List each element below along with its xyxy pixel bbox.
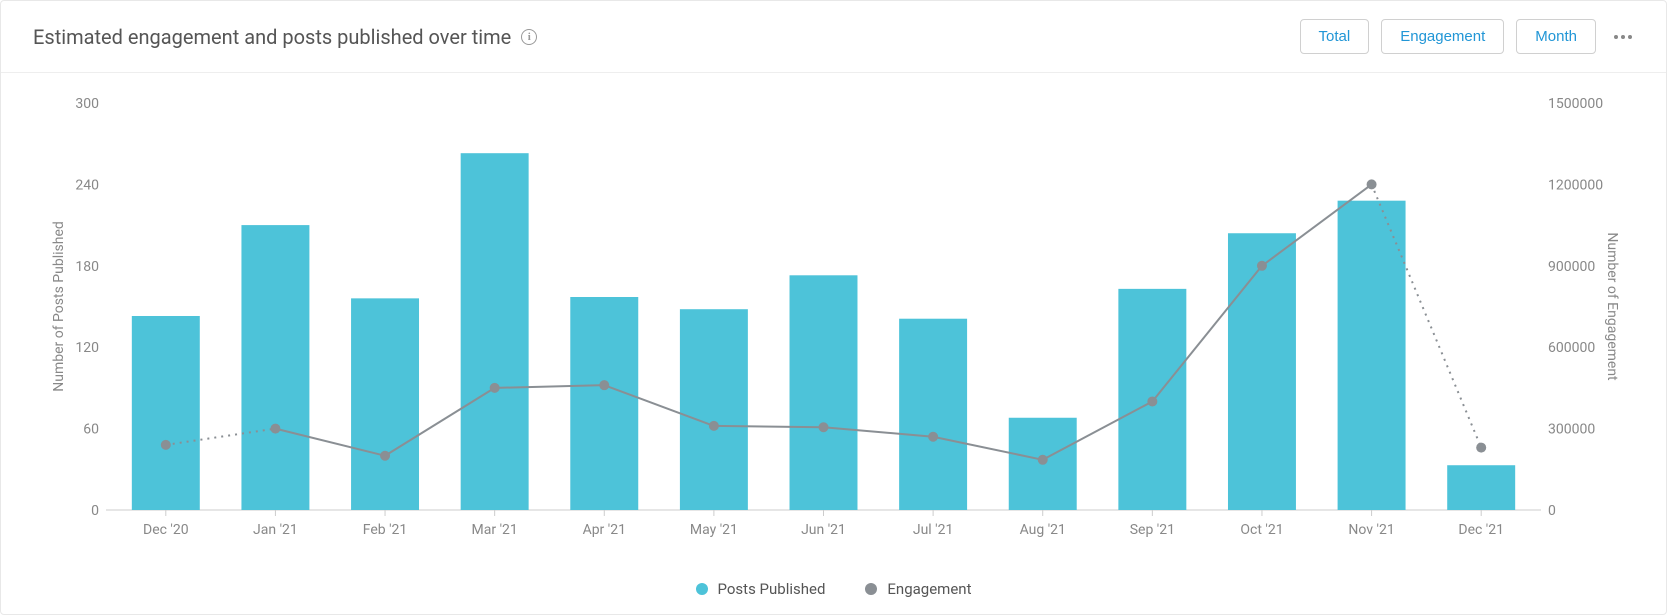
engagement-point <box>1367 179 1377 189</box>
bar <box>1228 233 1296 510</box>
chart-card: Estimated engagement and posts published… <box>0 0 1667 615</box>
svg-text:Jul '21: Jul '21 <box>913 522 954 538</box>
engagement-point <box>709 421 719 431</box>
bar <box>241 225 309 510</box>
legend-posts: Posts Published <box>696 580 826 598</box>
month-button[interactable]: Month <box>1516 19 1596 54</box>
svg-text:Oct '21: Oct '21 <box>1240 522 1283 538</box>
engagement-point <box>819 422 829 432</box>
svg-text:300000: 300000 <box>1548 422 1595 438</box>
svg-text:180: 180 <box>75 259 99 275</box>
info-icon[interactable]: i <box>521 29 537 45</box>
svg-text:900000: 900000 <box>1548 259 1595 275</box>
svg-text:600000: 600000 <box>1548 340 1595 356</box>
posts-swatch <box>696 583 708 595</box>
bar <box>132 316 200 510</box>
bar <box>461 153 529 510</box>
svg-text:300: 300 <box>75 96 99 112</box>
svg-text:Mar '21: Mar '21 <box>472 522 518 538</box>
svg-text:60: 60 <box>83 422 99 438</box>
svg-text:Jun '21: Jun '21 <box>801 522 846 538</box>
svg-text:1500000: 1500000 <box>1548 96 1603 112</box>
card-title: Estimated engagement and posts published… <box>33 25 511 49</box>
svg-text:Dec '20: Dec '20 <box>143 522 189 538</box>
svg-text:Aug '21: Aug '21 <box>1020 522 1066 538</box>
engagement-line <box>714 426 824 427</box>
engagement-point <box>270 424 280 434</box>
chart-area: 0 60 120 180 240 300 0 300000 600000 900000 120000… <box>1 73 1666 580</box>
engagement-swatch <box>865 583 877 595</box>
more-icon[interactable] <box>1608 35 1638 39</box>
card-header: Estimated engagement and posts published… <box>1 1 1666 73</box>
engagement-button[interactable]: Engagement <box>1381 19 1504 54</box>
bar <box>680 309 748 510</box>
title-wrap: Estimated engagement and posts published… <box>33 25 537 49</box>
bar <box>790 275 858 510</box>
svg-text:1200000: 1200000 <box>1548 177 1603 193</box>
chart-legend: Posts Published Engagement <box>1 580 1666 614</box>
svg-text:Nov '21: Nov '21 <box>1348 522 1394 538</box>
legend-posts-label: Posts Published <box>718 580 826 598</box>
svg-text:0: 0 <box>1548 503 1556 519</box>
svg-text:120: 120 <box>75 340 99 356</box>
engagement-point <box>1147 396 1157 406</box>
engagement-point <box>1038 455 1048 465</box>
bar <box>1447 465 1515 510</box>
engagement-point <box>490 383 500 393</box>
svg-text:Number of Engagement: Number of Engagement <box>1604 232 1620 381</box>
bar <box>570 297 638 510</box>
legend-engagement-label: Engagement <box>887 580 971 598</box>
engagement-point <box>928 432 938 442</box>
engagement-point <box>1476 443 1486 453</box>
svg-text:Jan '21: Jan '21 <box>253 522 298 538</box>
engagement-point <box>161 440 171 450</box>
engagement-point <box>1257 261 1267 271</box>
svg-text:Apr '21: Apr '21 <box>583 522 626 538</box>
header-controls: Total Engagement Month <box>1300 19 1638 54</box>
engagement-point <box>599 380 609 390</box>
bar <box>1338 201 1406 510</box>
svg-text:Feb '21: Feb '21 <box>363 522 408 538</box>
bar <box>351 298 419 510</box>
bar <box>899 319 967 510</box>
svg-text:Sep '21: Sep '21 <box>1130 522 1175 538</box>
engagement-point <box>380 451 390 461</box>
total-button[interactable]: Total <box>1300 19 1370 54</box>
legend-engagement: Engagement <box>865 580 971 598</box>
svg-text:0: 0 <box>91 503 99 519</box>
chart-svg: 0 60 120 180 240 300 0 300000 600000 900000 120000… <box>41 93 1626 550</box>
svg-text:Dec '21: Dec '21 <box>1458 522 1504 538</box>
svg-text:240: 240 <box>75 177 99 193</box>
svg-text:May '21: May '21 <box>690 522 738 538</box>
svg-text:Number of Posts Published: Number of Posts Published <box>51 221 67 392</box>
